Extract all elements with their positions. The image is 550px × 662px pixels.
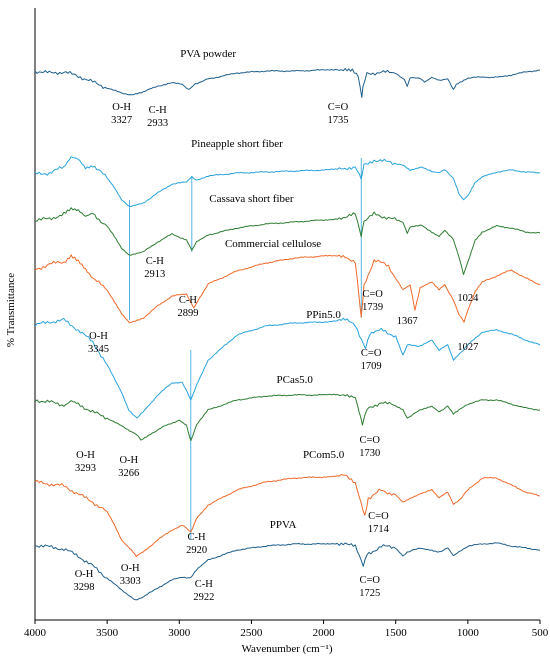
x-axis-title: Wavenumber (cm⁻¹) (242, 643, 333, 655)
peak-annotation-text: 1367 (397, 316, 418, 327)
peak-annotation-11: O-H 3293 (75, 450, 96, 474)
peak-annotation-12: O-H 3266 (118, 455, 139, 479)
peak-annotation-9: 1027 (457, 342, 478, 353)
peak-annotation-text: C-H (179, 295, 198, 306)
peak-annotation-8: O-H 3345 (88, 331, 109, 355)
x-tick-label-2500: 2500 (240, 627, 263, 639)
series-line-3 (34, 254, 541, 324)
peak-annotation-text: O-H (89, 331, 108, 342)
peak-annotation-19: C=O 1725 (359, 575, 380, 599)
peak-annotation-text: 1725 (359, 588, 380, 599)
series-line-7 (34, 542, 541, 601)
peak-annotation-text: C-H (149, 105, 168, 116)
x-tick-label-500: 500 (532, 627, 549, 639)
peak-annotation-text: C-H (195, 579, 214, 590)
x-ticks: 4000 3500 3000 2500 2000 1500 1000 500 (24, 620, 549, 639)
peak-annotation-text: 2920 (186, 545, 207, 556)
peak-annotation-text: C=O (359, 575, 380, 586)
peak-annotation-text: O-H (75, 569, 94, 580)
peak-annotation-text: C-H (146, 256, 165, 267)
peak-annotation-text: C=O (328, 102, 349, 113)
peak-annotation-text: C=O (359, 435, 380, 446)
peak-annotation-text: 1714 (368, 524, 390, 535)
x-tick-label-2000: 2000 (313, 627, 336, 639)
y-axis-title: % Transmittance (5, 273, 17, 347)
series-group (34, 68, 541, 601)
series-label-4: PPin5.0 (306, 309, 341, 321)
peak-annotation-text: 1027 (457, 342, 478, 353)
peak-annotation-4: C-H 2899 (177, 295, 198, 319)
series-labels: PVA powder Pineapple short fiber Cassava s… (180, 48, 344, 531)
series-label-2: Cassava short fiber (209, 193, 294, 205)
peak-annotation-text: O-H (121, 563, 140, 574)
peak-annotation-5: C=O 1739 (362, 289, 383, 313)
peak-annotation-text: C=O (368, 511, 389, 522)
series-line-5 (34, 393, 541, 442)
peak-annotation-17: O-H 3303 (120, 563, 141, 587)
peak-annotation-6: 1024 (457, 293, 479, 304)
series-label-6: PCom5.0 (303, 449, 345, 461)
peak-annotation-text: 1730 (359, 448, 380, 459)
x-tick-label-3000: 3000 (168, 627, 191, 639)
peak-annotation-text: C=O (361, 348, 382, 359)
peak-annotation-7: 1367 (397, 316, 418, 327)
peak-annotation-text: O-H (112, 102, 131, 113)
series-label-5: PCas5.0 (277, 374, 314, 386)
peak-annotation-14: C-H 2920 (186, 532, 207, 556)
peak-annotation-0: O-H 3327 (111, 102, 132, 126)
peak-annotation-text: 3327 (111, 115, 132, 126)
series-line-6 (34, 473, 541, 558)
series-label-0: PVA powder (180, 48, 236, 60)
peak-annotation-16: O-H 3298 (74, 569, 95, 593)
peak-annotation-text: 3298 (74, 582, 95, 593)
peak-annotation-text: 3303 (120, 576, 141, 587)
peak-annotation-text: 2933 (147, 118, 168, 129)
peak-annotation-3: C-H 2913 (144, 256, 165, 280)
x-tick-label-3500: 3500 (96, 627, 119, 639)
peak-annotation-18: C-H 2922 (193, 579, 214, 603)
peak-annotation-text: 3266 (118, 468, 139, 479)
peak-annotation-text: 1024 (457, 293, 479, 304)
x-tick-label-4000: 4000 (24, 627, 47, 639)
series-line-4 (34, 317, 541, 419)
peak-annotation-2: C=O 1735 (328, 102, 349, 126)
peak-annotation-text: 2913 (144, 269, 165, 280)
plot-area (34, 8, 540, 621)
peak-annotations: O-H 3327 C-H 2933 C=O 1735 C-H 2913 C-H 2899 C=O 17… (74, 102, 480, 603)
peak-annotation-text: O-H (76, 450, 95, 461)
x-tick-label-1000: 1000 (457, 627, 480, 639)
peak-annotation-text: 3345 (88, 344, 109, 355)
series-line-2 (34, 207, 541, 275)
x-tick-label-1500: 1500 (385, 627, 408, 639)
series-label-7: PPVA (270, 519, 297, 531)
peak-annotation-1: C-H 2933 (147, 105, 168, 129)
series-line-1 (34, 156, 541, 207)
peak-annotation-15: C=O 1714 (368, 511, 390, 535)
peak-annotation-text: C=O (362, 289, 383, 300)
peak-annotation-10: C=O 1709 (361, 348, 382, 372)
peak-annotation-text: 3293 (75, 463, 96, 474)
peak-annotation-text: 1735 (328, 115, 349, 126)
reference-lines (129, 158, 362, 540)
series-line-0 (34, 68, 541, 98)
series-label-3: Commercial cellulose (225, 238, 321, 250)
peak-annotation-text: 1739 (362, 302, 383, 313)
peak-annotation-text: C-H (188, 532, 207, 543)
peak-annotation-text: 2922 (193, 592, 214, 603)
peak-annotation-text: 1709 (361, 361, 382, 372)
series-label-1: Pineapple short fiber (191, 138, 283, 150)
peak-annotation-text: 2899 (177, 308, 198, 319)
peak-annotation-text: O-H (119, 455, 138, 466)
peak-annotation-13: C=O 1730 (359, 435, 380, 459)
